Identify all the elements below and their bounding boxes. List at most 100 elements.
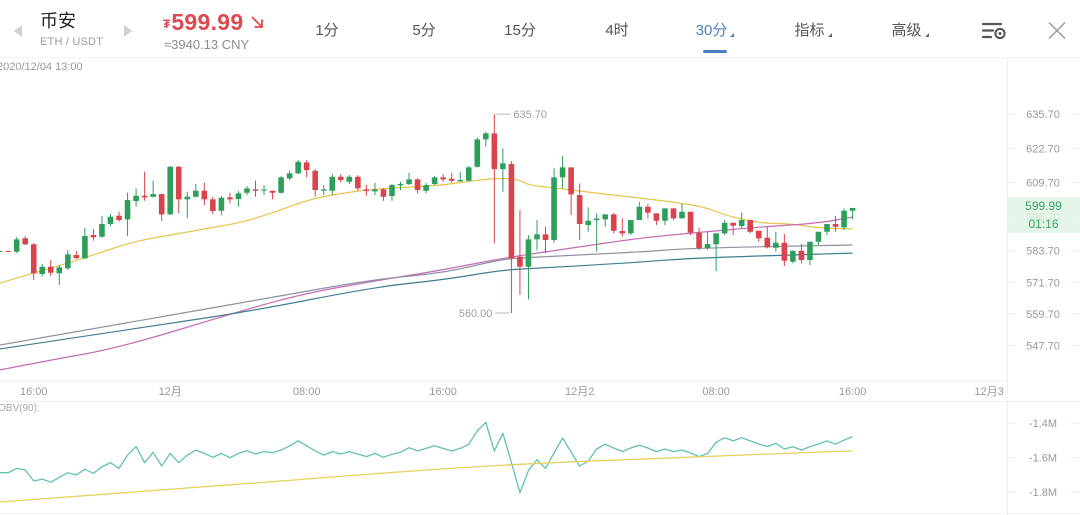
tab-advanced[interactable]: 高级: [872, 19, 948, 41]
candle-body: [30, 244, 37, 274]
currency-symbol: ₮: [163, 17, 171, 31]
candle-up: [773, 231, 779, 252]
candle-down: [355, 175, 361, 191]
price-tick-label: 635.70: [1026, 109, 1060, 121]
candle-down: [440, 174, 446, 182]
candle-body: [320, 189, 327, 191]
candle-down: [645, 204, 651, 219]
caret-left-icon[interactable]: [14, 25, 22, 37]
candle-body: [542, 234, 549, 241]
exchange-name: 币安: [40, 11, 76, 31]
candle-body: [832, 224, 839, 227]
candle-body: [440, 177, 446, 180]
candle-down: [653, 213, 660, 226]
candle-body: [747, 220, 754, 232]
dropdown-corner-icon: [924, 33, 929, 37]
candle-down: [747, 220, 754, 234]
moving-average-lines: [0, 177, 853, 371]
candle-body: [65, 254, 71, 269]
candle-body: [278, 177, 284, 193]
candle-down: [542, 226, 549, 254]
candle-up: [372, 182, 378, 196]
candle-body: [39, 266, 46, 275]
candle-countdown: 01:16: [1028, 217, 1059, 231]
candle-down: [670, 208, 677, 221]
candle-body: [380, 189, 387, 197]
candle-body: [798, 250, 805, 261]
crosshair-timestamp: 2020/12/04 13:00: [0, 61, 83, 73]
candle-body: [82, 236, 88, 259]
candle-down: [798, 244, 805, 264]
tab-30min[interactable]: 30分: [677, 19, 753, 41]
candle-body: [210, 199, 216, 212]
candle-body: [849, 207, 856, 211]
candle-body: [687, 211, 694, 233]
candle-body: [116, 215, 122, 221]
candle-up: [790, 250, 796, 264]
candle-up: [346, 175, 353, 185]
chart-settings-icon[interactable]: [981, 21, 1007, 40]
price-tick-label: 609.70: [1026, 177, 1060, 189]
candle-body: [755, 230, 762, 239]
candle-up: [0, 250, 3, 253]
close-icon[interactable]: [1047, 21, 1067, 40]
candle-body: [576, 195, 583, 225]
candle-up: [636, 201, 643, 221]
candle-up: [124, 192, 131, 237]
time-tick-label: 16:00: [839, 386, 867, 398]
candle-down: [269, 190, 276, 200]
tab-4hour[interactable]: 4时: [579, 19, 655, 41]
candle-body: [628, 220, 634, 234]
obv-indicator-label: OBV(90):: [0, 403, 40, 414]
candle-body: [781, 242, 788, 261]
candle-body: [99, 224, 105, 237]
active-tab-indicator: [703, 50, 727, 53]
candle-body: [679, 211, 685, 219]
candle-body: [346, 176, 353, 182]
candle-body: [517, 256, 523, 267]
candle-down: [5, 250, 11, 253]
candle-up: [525, 235, 532, 300]
candle-up: [244, 186, 250, 196]
candle-body: [593, 218, 600, 221]
trading-pair: ETH / USDT: [40, 36, 104, 48]
max-price-label: 635.70: [513, 109, 547, 121]
caret-right-icon[interactable]: [124, 25, 132, 37]
tab-indicators[interactable]: 指标: [775, 19, 851, 41]
candle-body: [252, 189, 259, 191]
price-tick-label: 547.70: [1026, 340, 1060, 352]
tab-1min[interactable]: 1分: [289, 19, 365, 41]
chart-frame: [0, 58, 1080, 515]
tab-5min[interactable]: 5分: [386, 19, 462, 41]
candle-down: [517, 210, 523, 295]
candle-down: [380, 188, 387, 201]
tab-label: 高级: [891, 22, 922, 39]
tab-15min[interactable]: 15分: [482, 19, 558, 41]
candle-up: [551, 168, 557, 243]
candle-up: [56, 265, 63, 285]
candle-up: [602, 214, 609, 227]
candle-body: [312, 170, 319, 191]
candle-body: [559, 167, 566, 178]
price-tick-label: 559.70: [1026, 309, 1060, 321]
candle-down: [175, 166, 182, 214]
chart-header: 币安 ETH / USDT ₮ 599.99 ≈3940.13 CNY 1分 5…: [0, 0, 1080, 58]
candle-body: [465, 167, 472, 181]
candle-body: [235, 193, 242, 200]
candle-down: [303, 160, 310, 178]
candle-body: [192, 190, 199, 197]
candle-body: [261, 189, 267, 191]
candle-body: [295, 161, 301, 174]
candle-body: [500, 163, 506, 170]
obv-ma-line: [0, 450, 853, 503]
candle-body: [133, 195, 139, 202]
candle-body: [841, 210, 847, 228]
candle-up: [721, 220, 728, 236]
candle-up: [824, 224, 830, 236]
candle-body: [525, 239, 532, 267]
candle-up: [278, 176, 284, 194]
obv-tick-label: -1.8M: [1029, 487, 1057, 499]
ma-line-ma-pink: [0, 216, 853, 371]
obv-tick-label: -1.4M: [1029, 418, 1057, 430]
